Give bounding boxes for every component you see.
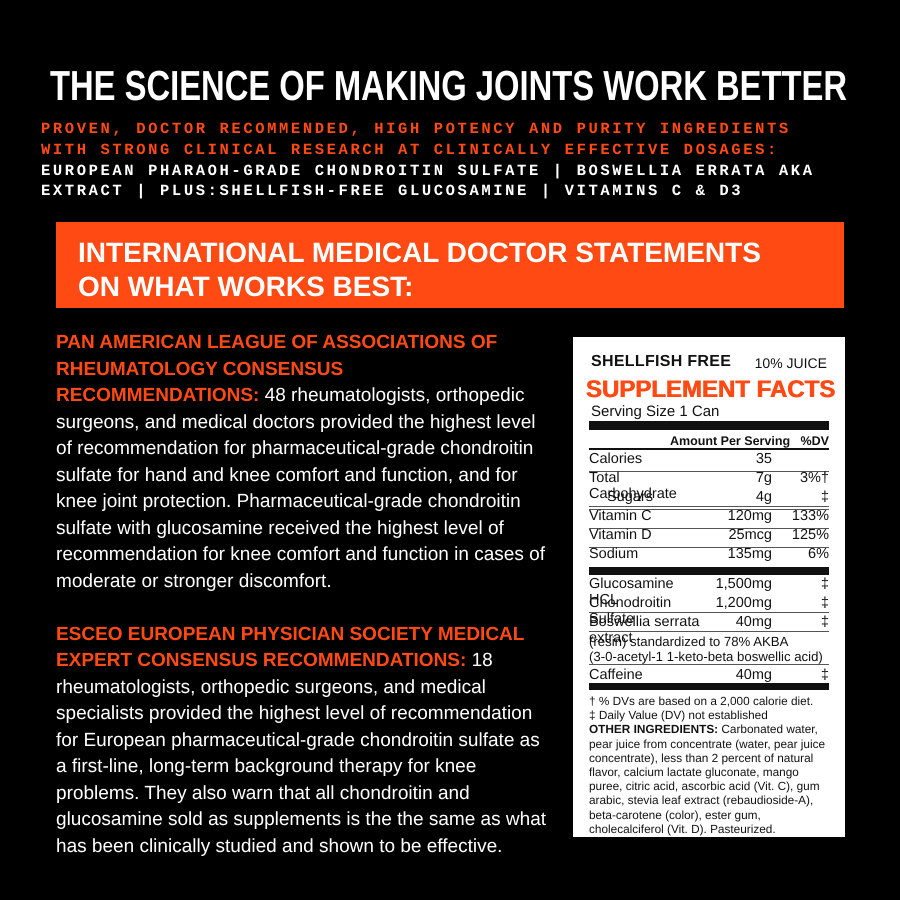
- svg-text:THE SCIENCE OF MAKING JOINTS W: THE SCIENCE OF MAKING JOINTS WORK BETTER: [50, 67, 847, 109]
